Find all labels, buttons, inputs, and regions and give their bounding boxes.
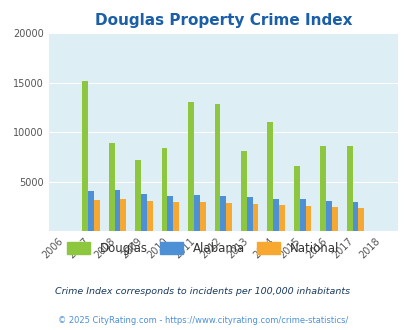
Bar [293, 166, 299, 231]
Text: © 2025 CityRating.com - https://www.cityrating.com/crime-statistics/: © 2025 CityRating.com - https://www.city… [58, 316, 347, 325]
Bar [358, 208, 363, 231]
Bar [120, 199, 126, 231]
Bar [331, 207, 337, 231]
Bar [194, 195, 199, 231]
Legend: Douglas, Alabama, National: Douglas, Alabama, National [62, 237, 343, 260]
Bar [188, 102, 194, 231]
Bar [114, 190, 120, 231]
Bar [147, 201, 152, 231]
Bar [109, 143, 114, 231]
Bar [325, 201, 331, 231]
Bar [352, 202, 358, 231]
Bar [141, 194, 147, 231]
Bar [241, 151, 246, 231]
Bar [88, 191, 94, 231]
Bar [226, 203, 232, 231]
Bar [167, 196, 173, 231]
Bar [305, 206, 311, 231]
Bar [161, 148, 167, 231]
Bar [320, 147, 325, 231]
Bar [135, 160, 141, 231]
Bar [273, 199, 278, 231]
Bar [252, 204, 258, 231]
Bar [267, 122, 273, 231]
Bar [94, 200, 100, 231]
Bar [299, 199, 305, 231]
Bar [346, 147, 352, 231]
Bar [246, 197, 252, 231]
Bar [220, 196, 226, 231]
Text: Crime Index corresponds to incidents per 100,000 inhabitants: Crime Index corresponds to incidents per… [55, 287, 350, 296]
Bar [214, 104, 220, 231]
Bar [173, 202, 179, 231]
Title: Douglas Property Crime Index: Douglas Property Crime Index [94, 13, 351, 28]
Bar [82, 81, 88, 231]
Bar [199, 202, 205, 231]
Bar [278, 205, 284, 231]
